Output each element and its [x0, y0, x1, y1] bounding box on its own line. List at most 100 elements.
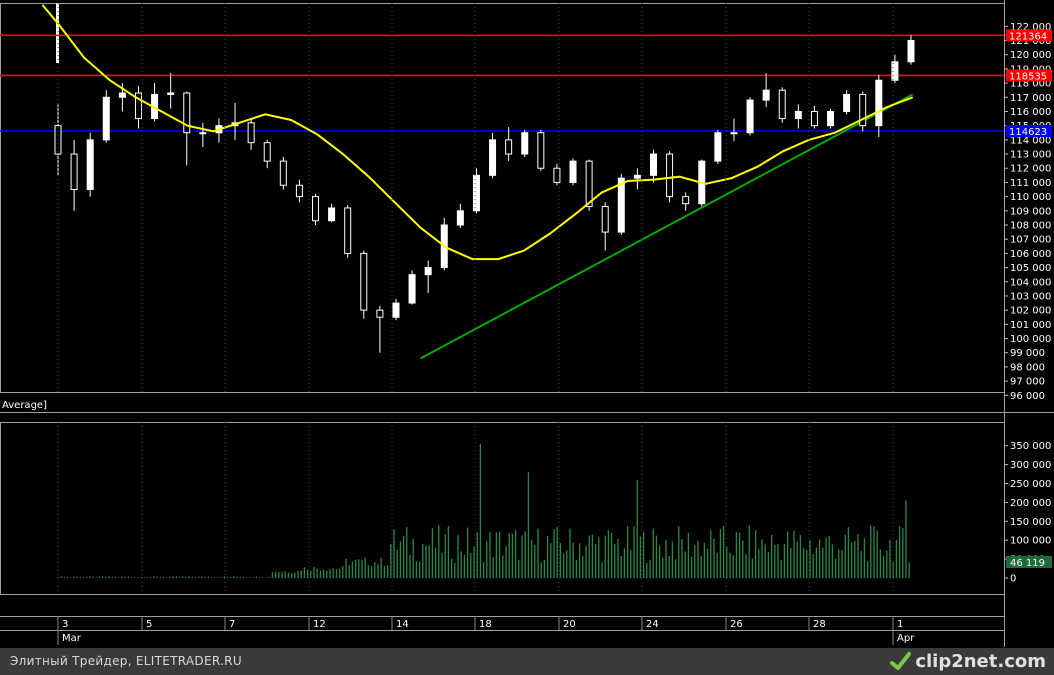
time-tick-label: 14 [396, 619, 409, 630]
level-label-bg [1006, 125, 1052, 138]
price-panel-frame [0, 3, 1005, 393]
volume-last-label-bg [1006, 556, 1052, 568]
time-tick-label: 5 [146, 619, 152, 630]
candle [843, 90, 851, 115]
candle-body [408, 274, 416, 304]
candle-body [762, 89, 770, 101]
candle-body [633, 174, 641, 179]
price-tick-label: 102 000 [1010, 306, 1051, 317]
candle-body [134, 92, 142, 120]
candle [505, 127, 513, 162]
price-tick-label: 107 000 [1010, 235, 1051, 246]
candle [778, 87, 786, 123]
candle [279, 156, 287, 190]
candle [714, 129, 722, 164]
price-tick-label: 116 000 [1010, 107, 1051, 118]
candle-body [424, 267, 432, 276]
candle-body [70, 153, 78, 191]
candle-body [730, 132, 738, 135]
candle [472, 168, 480, 214]
candle [569, 158, 577, 186]
candle [70, 139, 78, 211]
candle [456, 203, 464, 228]
level-label: 118535 [1009, 71, 1047, 82]
candle-body [328, 207, 336, 222]
clip2net-logo: clip2net.com [889, 650, 1046, 672]
candle-body [295, 184, 303, 198]
volume-tick-label: 250 000 [1010, 479, 1051, 490]
volume-tick-label: 150 000 [1010, 517, 1051, 528]
clip2net-arrow-icon [890, 652, 912, 670]
price-tick-label: 97 000 [1010, 377, 1045, 388]
price-tick-label: 108 000 [1010, 220, 1051, 231]
candle-body [714, 132, 722, 162]
clip2net-brand-text: clip2net.com [915, 650, 1046, 672]
level-label: 114623 [1009, 127, 1047, 138]
candle [794, 104, 802, 129]
price-tick-label: 98 000 [1010, 362, 1045, 373]
price-tick-label: 105 000 [1010, 263, 1051, 274]
time-tick-label: 1 [897, 619, 903, 630]
candle [86, 132, 94, 197]
candle [231, 102, 239, 140]
candle-body [312, 196, 320, 222]
time-tick-label: 26 [730, 619, 743, 630]
price-panel: Average] 96 000 97 000 98 000 99 000 100 000 1… [0, 0, 1054, 647]
candle-body [102, 96, 110, 141]
candle-body [279, 160, 287, 186]
candle [295, 179, 303, 203]
price-tick-label: 96 000 [1010, 391, 1045, 402]
candle-body [489, 139, 497, 176]
time-tick-label: 20 [563, 619, 576, 630]
candle-body [875, 79, 883, 127]
volume-last-label: 46 119 [1010, 558, 1045, 569]
candle [859, 91, 867, 132]
candle-body [810, 110, 818, 127]
candle-body [118, 92, 126, 98]
candle [489, 132, 497, 179]
candle [151, 83, 159, 122]
candle [360, 250, 368, 319]
candle-body [199, 132, 207, 135]
candle [521, 129, 529, 157]
month-label: Mar [62, 633, 82, 644]
candle-body [521, 132, 529, 155]
candle-body [891, 61, 899, 81]
candle [102, 90, 110, 143]
time-tick-label: 3 [62, 619, 68, 630]
candle-body [569, 160, 577, 183]
candle [746, 97, 754, 136]
candle [183, 91, 191, 166]
price-tick-label: 99 000 [1010, 348, 1045, 359]
candle-body [553, 167, 561, 183]
price-tick-label: 111 000 [1010, 178, 1051, 189]
price-tick-label: 110 000 [1010, 192, 1051, 203]
candle-body [167, 92, 175, 95]
average-label: Average] [2, 400, 47, 411]
candle [666, 151, 674, 203]
price-tick-label: 114 000 [1010, 135, 1051, 146]
candle-body [376, 309, 384, 318]
chart-canvas: Average] 96 000 97 000 98 000 99 000 100 000 1… [0, 0, 1054, 647]
price-tick-label: 118 000 [1010, 79, 1051, 90]
candle-body [907, 40, 915, 63]
volume-tick-label: 100 000 [1010, 536, 1051, 547]
candle [392, 298, 400, 321]
price-tick-label: 121 000 [1010, 36, 1051, 47]
candle [907, 34, 915, 65]
candle-body [601, 206, 609, 233]
time-tick-label: 28 [813, 619, 826, 630]
time-tick-label: 24 [646, 619, 659, 630]
candle [891, 54, 899, 84]
time-tick-label: 7 [229, 619, 235, 630]
trendline [420, 93, 914, 360]
candle [730, 118, 738, 142]
candle [328, 203, 336, 223]
candle [344, 205, 352, 258]
candle [875, 74, 883, 138]
price-tick-label: 113 000 [1010, 150, 1051, 161]
candle-body [360, 252, 368, 311]
candle-body [472, 174, 480, 212]
candle-body [344, 207, 352, 254]
price-tick-label: 104 000 [1010, 277, 1051, 288]
